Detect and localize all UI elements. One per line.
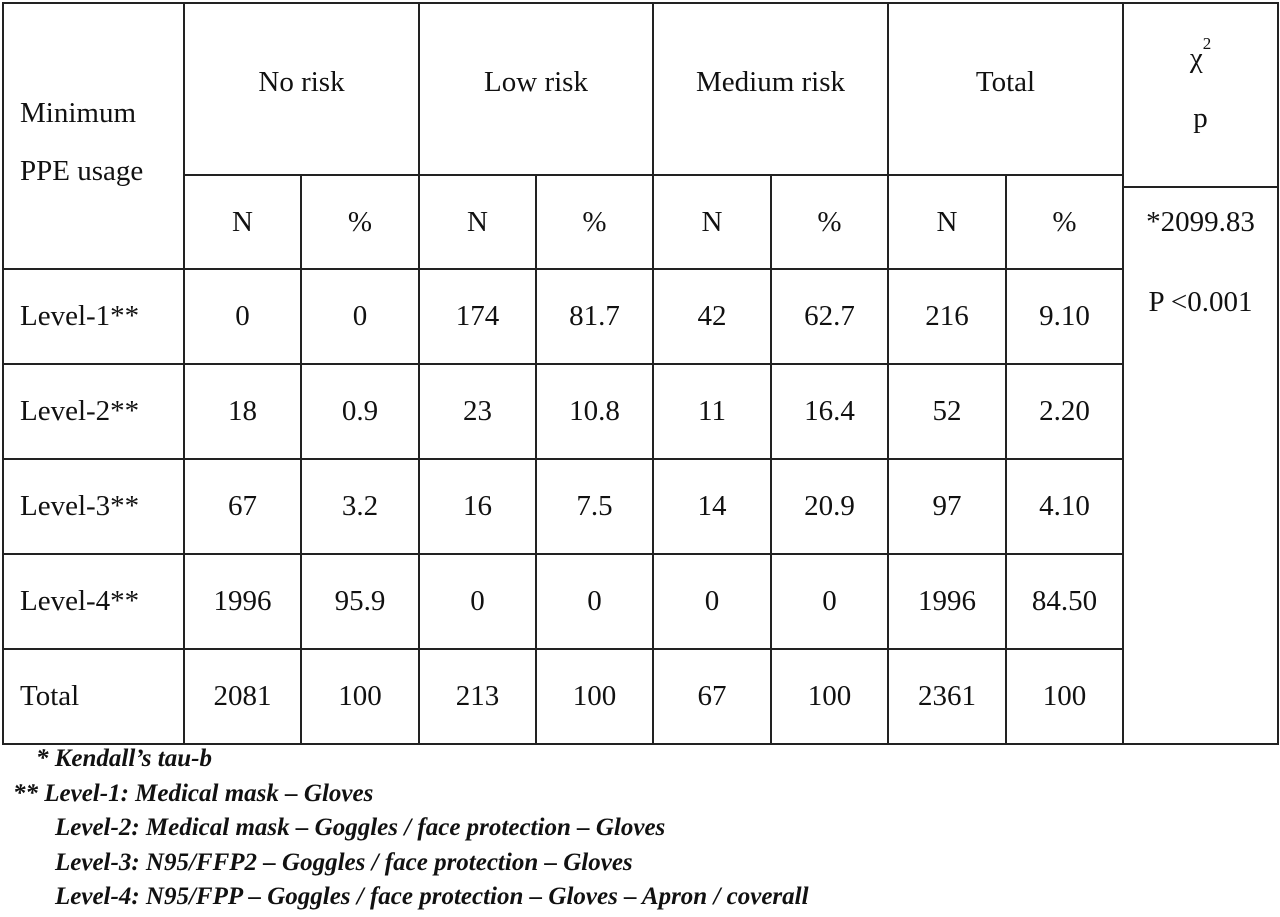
table-cell: 0.9 xyxy=(300,363,420,460)
table-cell: 10.8 xyxy=(535,363,654,460)
chi-superscript: 2 xyxy=(1202,34,1212,53)
table-cell: 7.5 xyxy=(535,458,654,555)
subheader-n: N xyxy=(418,174,537,270)
row-label: Level-3** xyxy=(2,458,185,555)
table-cell: 95.9 xyxy=(300,553,420,650)
table-cell: 84.50 xyxy=(1005,553,1124,650)
table-cell: 20.9 xyxy=(770,458,889,555)
table-cell: 42 xyxy=(652,268,772,365)
ppe-risk-table: Minimum PPE usage No risk Low risk Mediu… xyxy=(2,2,1279,745)
table-cell: 18 xyxy=(183,363,302,460)
chi-letter: χ xyxy=(1189,42,1203,74)
table-cell: 0 xyxy=(770,553,889,650)
footnote-level-1: ** Level-1: Medical mask – Gloves xyxy=(13,779,374,807)
table-cell: 16.4 xyxy=(770,363,889,460)
table-cell: 0 xyxy=(300,268,420,365)
table-cell: 97 xyxy=(887,458,1007,555)
table-cell: 0 xyxy=(652,553,772,650)
group-header-no-risk: No risk xyxy=(183,2,420,176)
table-row-total: Total 2081 100 213 100 67 100 2361 100 xyxy=(2,648,1278,745)
table-row-level-4: Level-4** 1996 95.9 0 0 0 0 1996 84.50 xyxy=(2,553,1278,650)
row-label: Level-4** xyxy=(2,553,185,650)
table-cell: 1996 xyxy=(183,553,302,650)
table-row-level-1: Level-1** 0 0 174 81.7 42 62.7 216 9.10 xyxy=(2,268,1278,365)
table-cell: 67 xyxy=(183,458,302,555)
row-label: Total xyxy=(2,648,185,745)
table-cell: 9.10 xyxy=(1005,268,1124,365)
table-cell: 213 xyxy=(418,648,537,745)
table-cell: 52 xyxy=(887,363,1007,460)
row-label: Level-1** xyxy=(2,268,185,365)
table-cell: 1996 xyxy=(887,553,1007,650)
table-cell: 67 xyxy=(652,648,772,745)
statistic-column: χ2 p *2099.83 P <0.001 xyxy=(1122,2,1279,745)
table-cell: 3.2 xyxy=(300,458,420,555)
group-header-medium-risk: Medium risk xyxy=(652,2,889,176)
corner-header: Minimum PPE usage xyxy=(2,2,185,270)
table-cell: 81.7 xyxy=(535,268,654,365)
table-cell: 4.10 xyxy=(1005,458,1124,555)
chi-square-value: *2099.83 xyxy=(1146,206,1255,238)
table-cell: 2.20 xyxy=(1005,363,1124,460)
table-cell: 16 xyxy=(418,458,537,555)
subheader-percent: % xyxy=(300,174,420,270)
table-cell: 100 xyxy=(1005,648,1124,745)
table-cell: 2081 xyxy=(183,648,302,745)
footnote-level-3: Level-3: N95/FFP2 – Goggles / face prote… xyxy=(55,848,633,876)
row-label: Level-2** xyxy=(2,363,185,460)
table-cell: 0 xyxy=(535,553,654,650)
group-header-low-risk: Low risk xyxy=(418,2,654,176)
table-cell: 100 xyxy=(770,648,889,745)
group-header-total: Total xyxy=(887,2,1124,176)
corner-header-line1: Minimum xyxy=(20,97,137,129)
table-cell: 100 xyxy=(535,648,654,745)
table-cell: 62.7 xyxy=(770,268,889,365)
table-row-level-2: Level-2** 18 0.9 23 10.8 11 16.4 52 2.20 xyxy=(2,363,1278,460)
table-cell: 0 xyxy=(418,553,537,650)
table-cell: 174 xyxy=(418,268,537,365)
p-header: p xyxy=(1193,102,1208,134)
subheader-percent: % xyxy=(1005,174,1124,270)
subheader-percent: % xyxy=(535,174,654,270)
footnote-kendall: * Kendall’s tau-b xyxy=(36,745,212,772)
footnote-level-4: Level-4: N95/FPP – Goggles / face protec… xyxy=(55,883,809,910)
subheader-n: N xyxy=(183,174,302,270)
table-cell: 14 xyxy=(652,458,772,555)
table-cell: 216 xyxy=(887,268,1007,365)
subheader-percent: % xyxy=(770,174,889,270)
statistic-header: χ2 p xyxy=(1125,5,1276,186)
subheader-n: N xyxy=(652,174,772,270)
subheader-n: N xyxy=(887,174,1007,270)
table-cell: 0 xyxy=(183,268,302,365)
p-value: P <0.001 xyxy=(1148,286,1253,318)
table-cell: 100 xyxy=(300,648,420,745)
table-cell: 2361 xyxy=(887,648,1007,745)
footnote-level-2: Level-2: Medical mask – Goggles / face p… xyxy=(55,814,666,841)
corner-header-line2: PPE usage xyxy=(20,155,144,187)
table-cell: 11 xyxy=(652,363,772,460)
footnotes: * Kendall’s tau-b ** Level-1: Medical ma… xyxy=(0,742,1280,915)
chi-square-symbol: χ2 xyxy=(1125,14,1276,88)
table-row-level-3: Level-3** 67 3.2 16 7.5 14 20.9 97 4.10 xyxy=(2,458,1278,555)
table-cell: 23 xyxy=(418,363,537,460)
